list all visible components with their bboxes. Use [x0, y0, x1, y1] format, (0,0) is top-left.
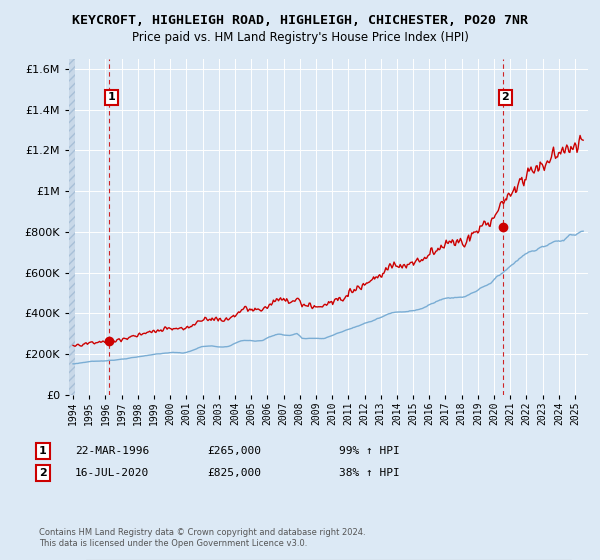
- Text: KEYCROFT, HIGHLEIGH ROAD, HIGHLEIGH, CHICHESTER, PO20 7NR: KEYCROFT, HIGHLEIGH ROAD, HIGHLEIGH, CHI…: [72, 14, 528, 27]
- Text: 2: 2: [502, 92, 509, 102]
- Text: Contains HM Land Registry data © Crown copyright and database right 2024.: Contains HM Land Registry data © Crown c…: [39, 528, 365, 536]
- Text: 1: 1: [107, 92, 115, 102]
- Text: 22-MAR-1996: 22-MAR-1996: [75, 446, 149, 456]
- Text: £265,000: £265,000: [207, 446, 261, 456]
- Text: Price paid vs. HM Land Registry's House Price Index (HPI): Price paid vs. HM Land Registry's House …: [131, 31, 469, 44]
- Text: £825,000: £825,000: [207, 468, 261, 478]
- Text: This data is licensed under the Open Government Licence v3.0.: This data is licensed under the Open Gov…: [39, 539, 307, 548]
- Text: 16-JUL-2020: 16-JUL-2020: [75, 468, 149, 478]
- Text: 1: 1: [39, 446, 47, 456]
- Text: 2: 2: [39, 468, 47, 478]
- Bar: [69, 59, 74, 395]
- Text: 38% ↑ HPI: 38% ↑ HPI: [339, 468, 400, 478]
- Text: 99% ↑ HPI: 99% ↑ HPI: [339, 446, 400, 456]
